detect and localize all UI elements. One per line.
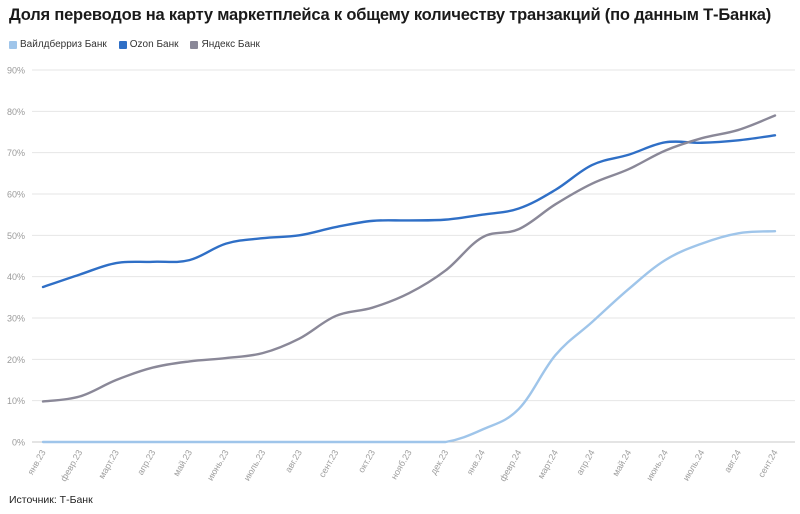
y-tick-label: 60% [7, 190, 25, 200]
series-line-wildberries [41, 230, 777, 444]
y-tick-label: 70% [7, 148, 25, 158]
x-tick-label: нояб.23 [389, 448, 414, 481]
legend-label-yandex: Яндекс Банк [201, 39, 260, 50]
legend-swatch-wildberries [9, 40, 17, 49]
legend-swatch-ozon [118, 40, 127, 49]
legend-item-ozon: Ozon Банк [118, 39, 179, 50]
source-note: Источник: Т-Банк [9, 494, 93, 506]
legend: Вайлдберриз Банк Ozon Банк Яндекс Банк [9, 39, 260, 50]
y-tick-label: 0% [12, 438, 25, 448]
x-tick-label: май.23 [171, 448, 194, 478]
x-tick-label: май.24 [610, 448, 633, 478]
legend-label-ozon: Ozon Банк [129, 39, 179, 50]
legend-swatch-yandex [190, 40, 199, 49]
x-tick-label: дек.23 [428, 448, 450, 476]
x-tick-label: сент.23 [317, 448, 341, 479]
x-tick-label: июль.24 [681, 448, 707, 482]
series-line-yandex [41, 114, 777, 403]
y-tick-label: 20% [7, 355, 25, 365]
y-tick-label: 30% [7, 314, 25, 324]
x-tick-label: янв.24 [465, 448, 487, 477]
x-tick-label: апр.23 [135, 448, 157, 477]
x-tick-label: окт.23 [356, 448, 377, 474]
x-tick-label: февр.24 [498, 448, 524, 483]
series-line-ozon [41, 134, 777, 289]
y-tick-label: 80% [7, 107, 25, 117]
x-tick-label: янв.23 [26, 448, 48, 477]
x-tick-label: апр.24 [574, 448, 596, 477]
legend-label-wildberries: Вайлдберриз Банк [20, 39, 107, 50]
y-tick-label: 40% [7, 272, 25, 282]
x-tick-label: авг.24 [722, 448, 743, 474]
legend-item-yandex: Яндекс Банк [190, 39, 260, 50]
x-tick-label: февр.23 [58, 448, 84, 483]
x-tick-label: март.23 [96, 448, 120, 480]
x-tick-label: март.24 [536, 448, 560, 480]
legend-item-wildberries: Вайлдберриз Банк [9, 39, 107, 50]
x-tick-label: сент.24 [756, 448, 780, 479]
x-tick-label: июнь.23 [205, 448, 231, 482]
x-tick-label: авг.23 [283, 448, 304, 474]
chart-title: Доля переводов на карту маркетплейса к о… [9, 6, 772, 24]
x-tick-label: июль.23 [242, 448, 268, 482]
y-tick-label: 10% [7, 396, 25, 406]
y-tick-label: 50% [7, 231, 25, 241]
y-tick-label: 90% [7, 66, 25, 76]
x-tick-label: июнь.24 [644, 448, 670, 482]
